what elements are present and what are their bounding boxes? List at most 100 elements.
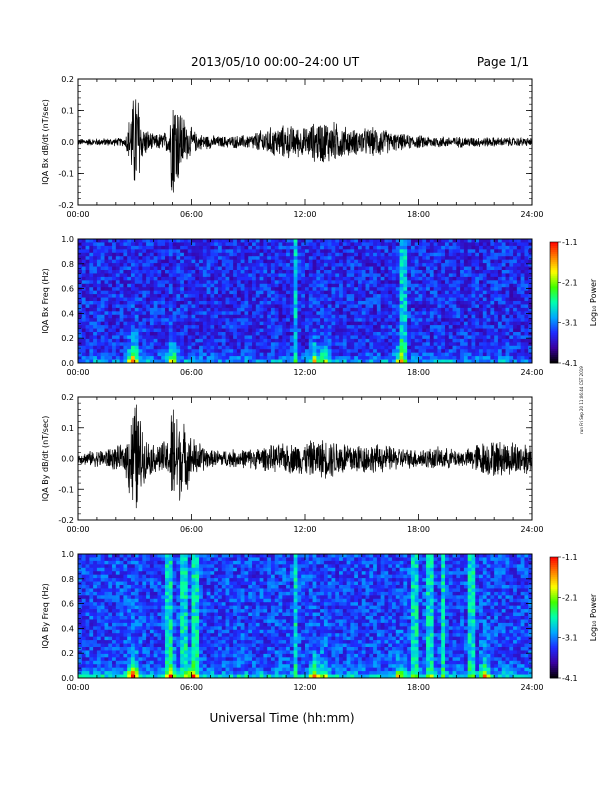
spectrogram-cell [467,239,472,243]
spectrogram-cell [501,290,506,295]
spectrogram-cell [240,349,245,354]
spectrogram-cell [267,554,272,558]
spectrogram-cell [233,318,238,323]
spectrogram-cell [392,242,397,247]
spectrogram-cell [323,252,329,257]
spectrogram-cell [414,287,419,292]
spectrogram-cell [350,349,355,354]
spectrogram-cell [471,311,476,316]
spectrogram-cell [289,273,295,278]
spectrogram-cell [161,287,166,292]
spectrogram-cell [513,301,518,305]
spectrogram-cell [497,283,503,288]
spectrogram-cell [259,352,264,357]
spectrogram-cell [528,242,533,247]
spectrogram-cell [327,554,332,558]
spectrogram-cell [448,318,453,323]
spectrogram-cell [270,345,276,350]
spectrogram-cell [199,325,204,329]
spectrogram-cell [202,301,208,305]
spectrogram-cell [149,283,155,288]
spectrogram-cell [308,311,313,316]
spectrogram-cell [433,325,438,329]
spectrogram-cell [380,356,385,360]
x-tick-label: 12:00 [293,368,316,377]
spectrogram-cell [339,345,344,350]
spectrogram-cell [270,342,276,347]
spectrogram-cell [373,321,378,326]
spectrogram-cell [149,276,155,281]
spectrogram-cell [301,352,306,357]
spectrogram-cell [407,263,412,267]
spectrogram-cell [301,554,306,558]
spectrogram-cell [146,318,151,323]
colorbar-segment [550,324,558,328]
spectrogram-cell [270,290,276,295]
spectrogram-cell [448,290,453,295]
spectrogram-cell [81,321,86,326]
spectrogram-cell [524,266,529,271]
spectrogram-cell [384,287,389,292]
spectrogram-cell [202,263,208,267]
spectrogram-cell [433,242,438,247]
spectrogram-cell [399,252,404,257]
spectrogram-cell [316,325,321,329]
x-tick-label: 00:00 [66,368,89,377]
spectrogram-cell [505,307,510,312]
spectrogram-cell [482,294,487,298]
spectrogram-cell [282,239,287,243]
spectrogram-cell [327,242,332,247]
spectrogram-cell [460,276,465,281]
spectrogram-cell [475,249,480,254]
spectrogram-cell [206,242,211,247]
spectrogram-cell [376,256,382,261]
spectrogram-cell [217,352,223,357]
spectrogram-cell [172,266,177,271]
spectrogram-cell [437,307,442,312]
spectrogram-cell [187,276,192,281]
spectrogram-cell [414,283,419,288]
spectrogram-cell [130,239,136,243]
spectrogram-cell [229,314,234,319]
spectrogram-cell [388,314,393,319]
spectrogram-cell [252,342,257,347]
spectrogram-cell [437,332,442,336]
spectrogram-cell [108,290,113,295]
spectrogram-cell [289,249,295,254]
spectrogram-cell [516,266,522,271]
spectrogram-cell [335,256,340,261]
spectrogram-cell [403,349,408,354]
spectrogram-cell [202,338,208,343]
colorbar-segment [550,242,558,245]
spectrogram-cell [138,273,143,278]
spectrogram-cell [479,266,484,271]
spectrogram-cell [448,242,453,247]
spectrogram-cell [497,307,503,312]
spectrogram-cell [444,280,450,285]
spectrogram-cell [202,554,208,558]
spectrogram-cell [384,283,389,288]
spectrogram-cell [410,280,416,285]
spectrogram-cell [354,321,359,326]
spectrogram-cell [85,259,90,264]
spectrogram-cell [354,297,359,302]
spectrogram-cell [142,290,147,295]
spectrogram-cell [312,332,317,336]
spectrogram-cell [339,342,344,347]
spectrogram-cell [331,342,336,347]
spectrogram-cell [161,356,166,360]
spectrogram-cell [456,554,461,558]
spectrogram-cell [482,325,487,329]
colorbar-tick-label: -3.1 [562,319,578,328]
spectrogram-cell [180,256,185,261]
spectrogram-cell [505,314,510,319]
spectrogram-cell [236,356,242,360]
spectrogram-cell [289,349,295,354]
spectrogram-cell [384,263,389,267]
spectrogram-cell [482,356,487,360]
spectrogram-cell [422,256,427,261]
spectrogram-cell [176,290,181,295]
spectrogram-cell [528,307,533,312]
spectrogram-cell [335,359,340,364]
spectrogram-cell [149,297,155,302]
